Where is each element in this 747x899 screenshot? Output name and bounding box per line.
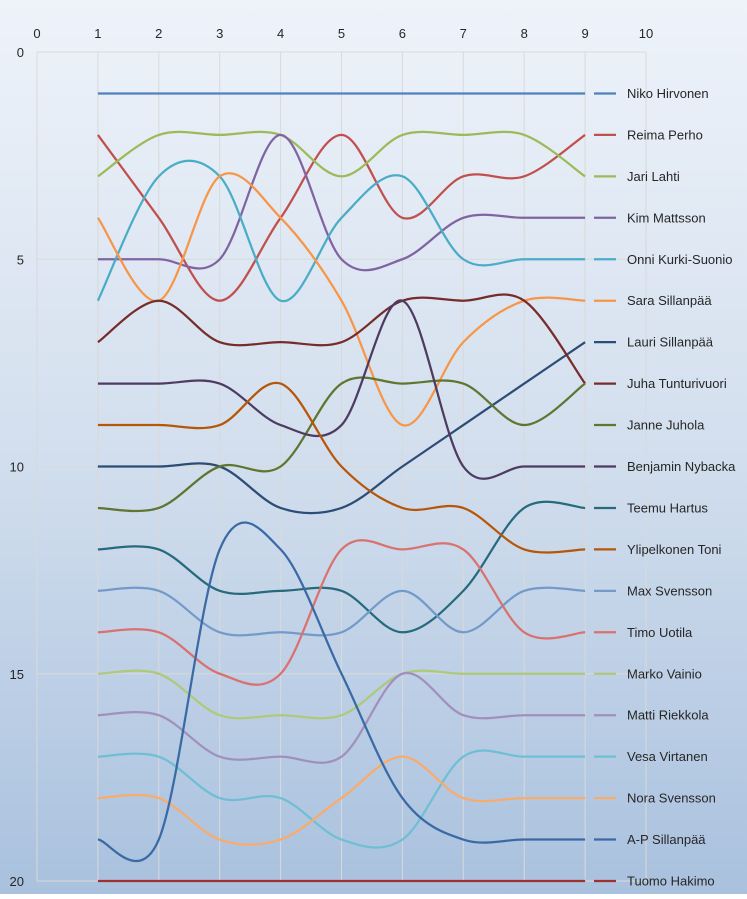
legend-label: A-P Sillanpää (627, 832, 706, 847)
legend-item: Vesa Virtanen (594, 749, 708, 764)
x-tick-label: 4 (277, 26, 284, 41)
legend-label: Niko Hirvonen (627, 86, 709, 101)
y-tick-label: 5 (17, 252, 24, 267)
legend-label: Onni Kurki-Suonio (627, 252, 733, 267)
legend-item: Timo Uotila (594, 625, 693, 640)
legend-item: Teemu Hartus (594, 500, 708, 515)
legend-item: Onni Kurki-Suonio (594, 252, 733, 267)
y-tick-label: 15 (10, 667, 24, 682)
legend-label: Ylipelkonen Toni (627, 542, 722, 557)
x-tick-label: 5 (338, 26, 345, 41)
x-tick-label: 9 (581, 26, 588, 41)
series-line (97, 130, 586, 178)
legend-label: Max Svensson (627, 583, 712, 598)
legend-label: Janne Juhola (627, 418, 705, 433)
legend-label: Nora Svensson (627, 791, 716, 806)
x-tick-label: 2 (155, 26, 162, 41)
series-line (97, 376, 586, 513)
x-tick-label: 7 (460, 26, 467, 41)
x-tick-label: 3 (216, 26, 223, 41)
y-tick-label: 20 (10, 874, 24, 889)
series-line (96, 133, 586, 302)
x-tick-label: 8 (521, 26, 528, 41)
series-line (97, 500, 586, 634)
legend-item: A-P Sillanpää (594, 832, 706, 847)
legend-item: Matti Riekkola (594, 708, 709, 723)
legend-label: Kim Mattsson (627, 210, 706, 225)
legend-label: Tuomo Hakimo (627, 874, 715, 889)
legend-label: Vesa Virtanen (627, 749, 708, 764)
series-line (97, 133, 586, 272)
series-line (97, 381, 586, 554)
series-line (96, 172, 586, 427)
series-line (97, 755, 586, 846)
legend-label: Timo Uotila (627, 625, 693, 640)
series-line (97, 341, 586, 515)
series-line (97, 539, 586, 686)
legend-item: Janne Juhola (594, 418, 705, 433)
legend-item: Kim Mattsson (594, 210, 706, 225)
x-tick-label: 10 (639, 26, 653, 41)
legend-item: Ylipelkonen Toni (594, 542, 722, 557)
legend-item: Lauri Sillanpää (594, 335, 714, 350)
legend-item: Max Svensson (594, 583, 712, 598)
legend-label: Teemu Hartus (627, 500, 708, 515)
legend-item: Juha Tunturivuori (594, 376, 727, 391)
x-tick-label: 1 (94, 26, 101, 41)
series-lines (96, 92, 587, 883)
legend-item: Niko Hirvonen (594, 86, 709, 101)
legend-item: Nora Svensson (594, 791, 716, 806)
legend-item: Sara Sillanpää (594, 293, 712, 308)
legend-label: Marko Vainio (627, 666, 702, 681)
legend-item: Marko Vainio (594, 666, 702, 681)
series-line (97, 293, 587, 385)
series-line (97, 299, 586, 480)
legend-label: Sara Sillanpää (627, 293, 712, 308)
series-line (97, 669, 586, 720)
series-line (97, 749, 586, 849)
legend-item: Jari Lahti (594, 169, 680, 184)
series-line (96, 159, 586, 303)
legend-label: Lauri Sillanpää (627, 335, 714, 350)
legend-label: Jari Lahti (627, 169, 680, 184)
y-tick-label: 10 (10, 460, 24, 475)
legend-label: Matti Riekkola (627, 708, 709, 723)
legend-item: Benjamin Nybacka (594, 459, 736, 474)
legend-label: Juha Tunturivuori (627, 376, 727, 391)
x-tick-label: 6 (399, 26, 406, 41)
x-tick-label: 0 (33, 26, 40, 41)
x-axis-ticks: 0 1 2 3 4 5 6 7 8 9 10 (33, 26, 653, 41)
series-line (97, 521, 586, 863)
legend-item: Reima Perho (594, 127, 703, 142)
legend-label: Reima Perho (627, 127, 703, 142)
legend-label: Benjamin Nybacka (627, 459, 736, 474)
y-axis-ticks: 0 5 10 15 20 (10, 45, 24, 889)
legend: Niko Hirvonen Reima Perho Jari Lahti Kim Ma… (594, 86, 736, 889)
y-tick-label: 0 (17, 45, 24, 60)
legend-item: Tuomo Hakimo (594, 874, 715, 889)
